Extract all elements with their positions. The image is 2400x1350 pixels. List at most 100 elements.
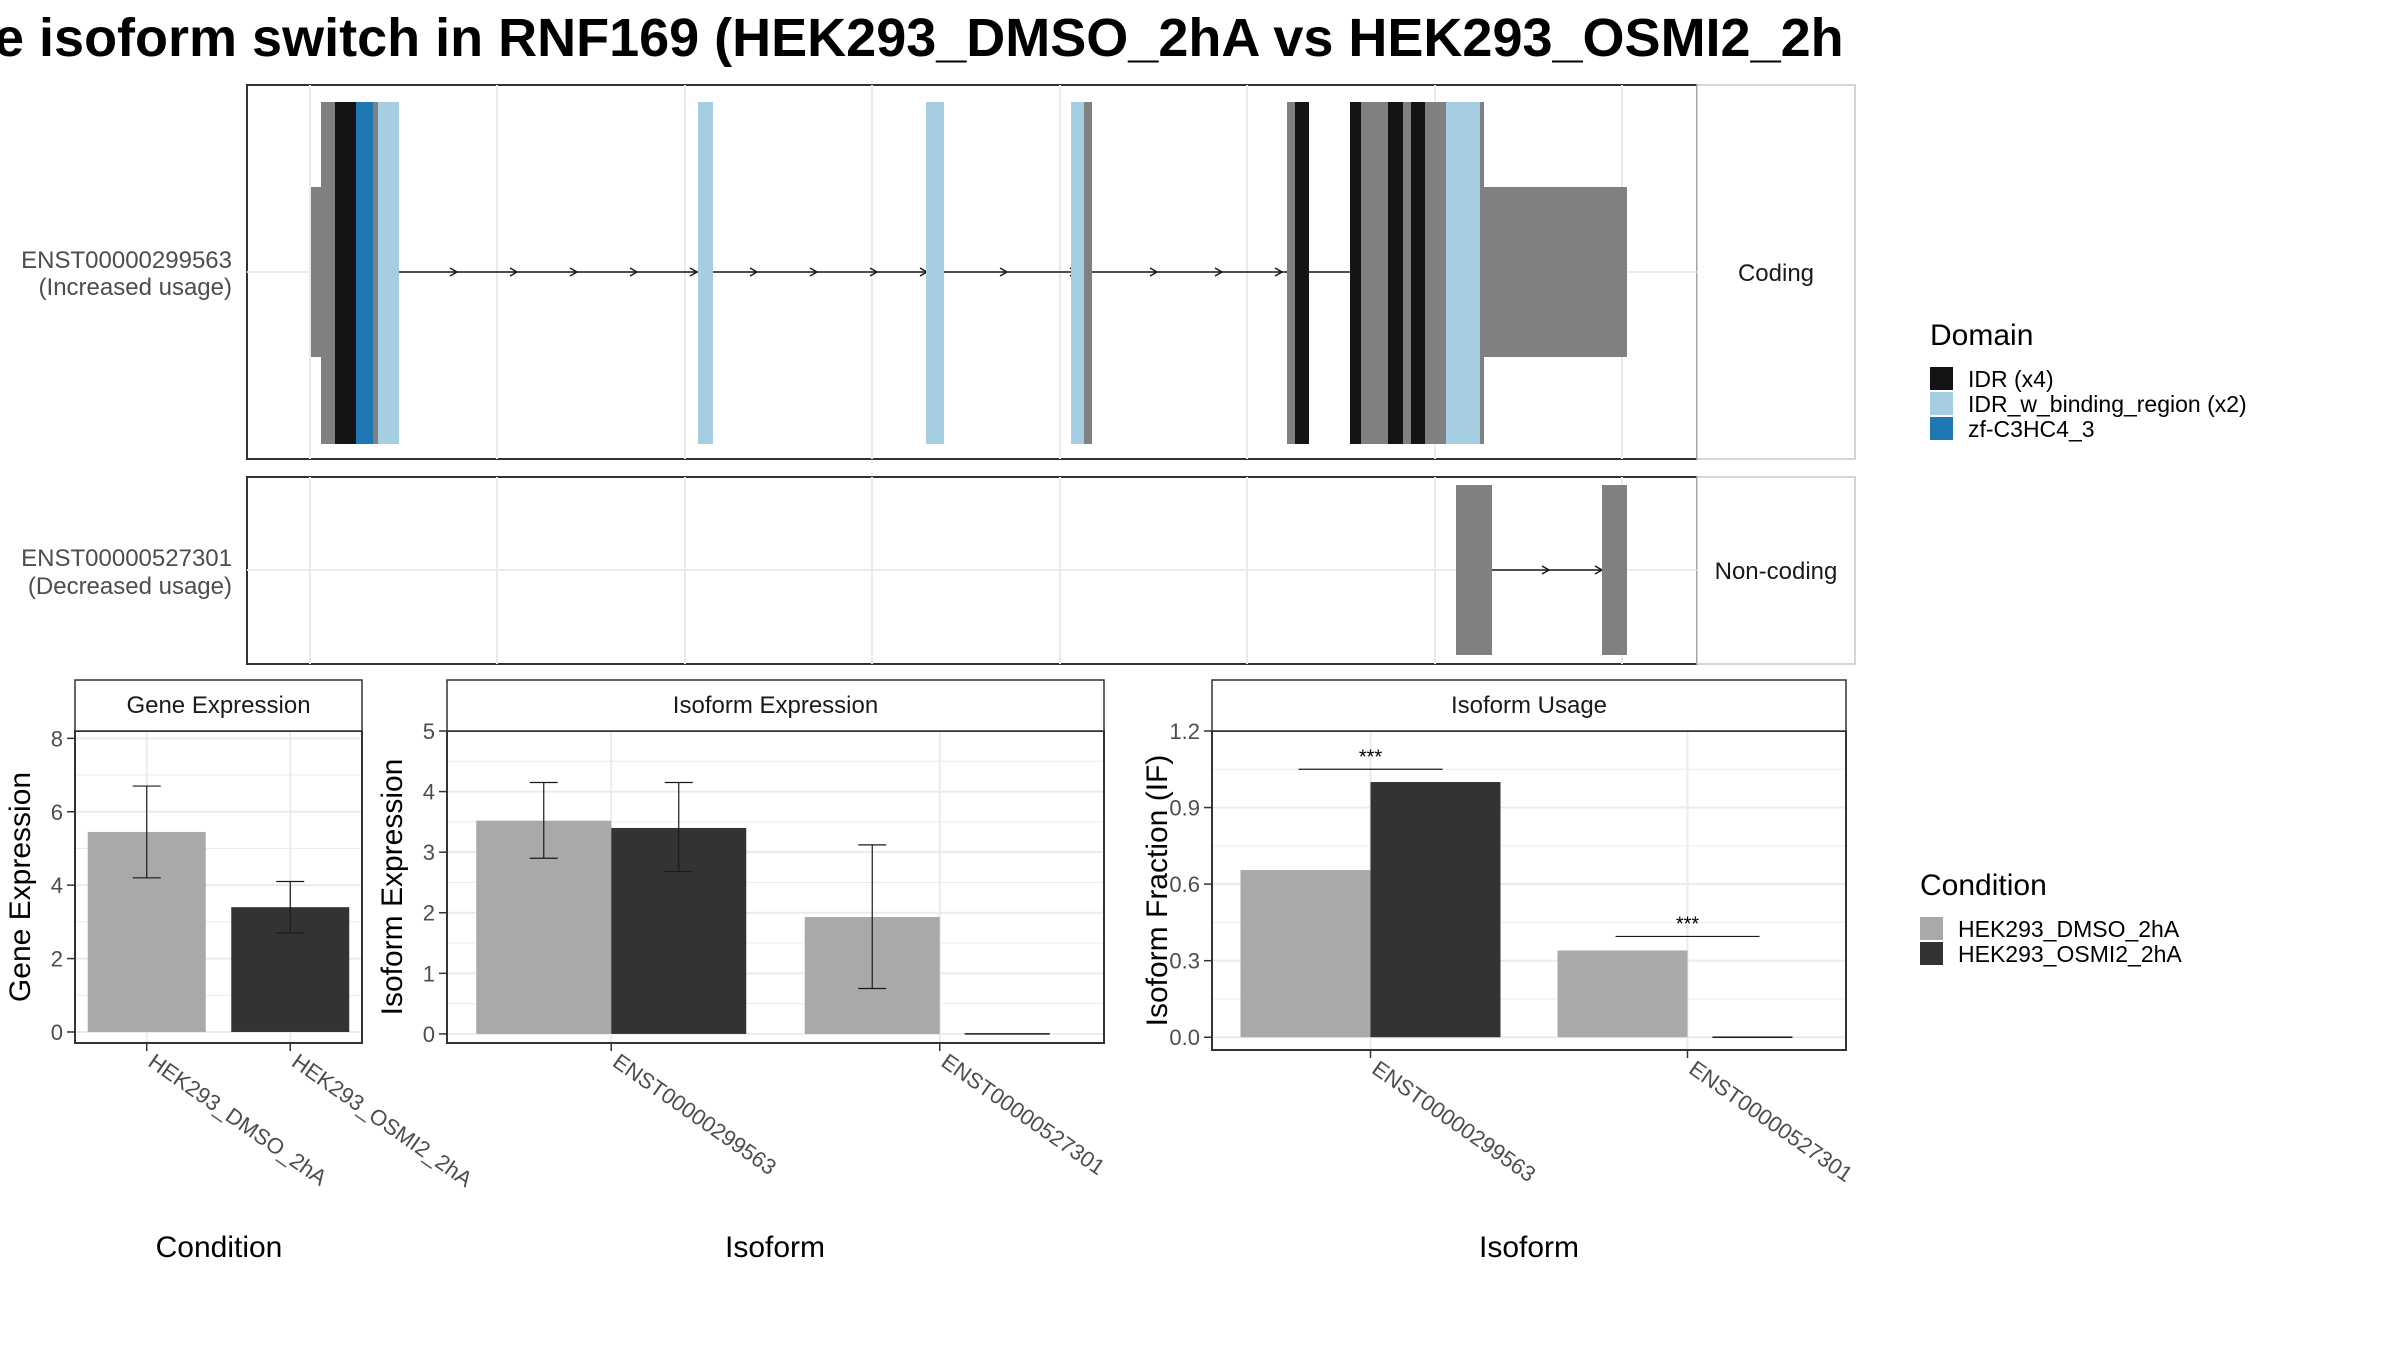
transcript-model-ENST00000299563 [311,102,1627,444]
exon-segment-2 [335,102,356,444]
y-tick-label: 5 [423,719,435,744]
x-axis-title: Isoform [725,1231,825,1264]
legend-label: zf-C3HC4_3 [1968,416,2095,442]
intron-arrow [629,267,639,277]
track-label-usage: (Decreased usage) [28,573,232,600]
error-bar-ENST00000299563-1 [664,781,693,873]
legend-title: Domain [1930,319,2033,352]
y-tick-label: 4 [51,873,63,898]
error-bar-ENST00000299563-0 [529,781,558,859]
legend-label: IDR_w_binding_region (x2) [1968,391,2247,417]
y-tick-label: 0.0 [1169,1025,1200,1050]
exon-segment-8 [1071,102,1084,444]
legend-key-idr [1930,367,1953,390]
intron-arrow [749,267,759,277]
exon-segment-1 [1602,485,1627,655]
y-axis: 0.0 0.3 0.6 0.9 1.2 [1169,719,1212,1050]
y-axis: 0 1 2 3 4 5 [423,719,447,1047]
legend-key-zf [1930,417,1953,440]
strip-label-noncoding: Non-coding [1715,558,1838,585]
intron-arrow [809,267,819,277]
error-bar-ENST00000527301-0 [858,844,887,990]
x-axis-title: Isoform [1479,1231,1579,1264]
panel-strip-title: Gene Expression [126,692,310,719]
exon-segment-14 [1388,102,1403,444]
y-tick-label: 4 [423,780,435,805]
y-tick-label: 0.9 [1169,796,1200,821]
strip-background [446,679,1105,732]
significance-annotations: *** *** [1298,746,1760,938]
y-tick-label: 1 [423,961,435,986]
y-tick-label: 6 [51,800,63,825]
isoform-structure-panel: Coding ENST00000299563 (Increased usage)… [21,84,1856,665]
exon-segment-19 [1480,102,1484,444]
exon-segment-3 [356,102,373,444]
y-tick-label: 0 [51,1020,63,1045]
error-bars [529,781,887,990]
intron-arrow [869,267,879,277]
strip-background [1696,84,1856,460]
legend-label: HEK293_DMSO_2hA [1958,916,2180,942]
intron-arrow [509,267,519,277]
domain-legend: Domain IDR (x4) IDR_w_binding_region (x2… [1930,319,2247,442]
exon-segment-16 [1411,102,1425,444]
strip-background [1211,679,1847,732]
strip-background [1696,476,1856,665]
panel-strip-title: Isoform Expression [673,692,878,719]
intron-arrow [999,267,1009,277]
legend-key-dmso [1920,917,1943,940]
error-bars [132,785,305,934]
bar-ENST00000299563-0 [1240,870,1371,1038]
intron-arrow [689,267,699,277]
exon-segment-11 [1295,102,1309,444]
x-axis-title: Condition [156,1231,283,1264]
exon-segment-6 [698,102,713,444]
structure-track-noncoding: Non-coding ENST00000527301 (Decreased us… [21,476,1856,665]
y-tick-label: 0 [423,1022,435,1047]
y-tick-label: 0.3 [1169,949,1200,974]
legend-key-osmi [1920,942,1943,965]
figure-title: e isoform switch in RNF169 (HEK293_DMSO_… [0,8,1844,68]
exon-segment-4 [373,102,378,444]
y-tick-label: 2 [423,901,435,926]
track-label-id: ENST00000527301 [21,545,232,572]
bar-ENST00000527301-0 [1557,950,1688,1038]
condition-legend: Condition HEK293_DMSO_2hA HEK293_OSMI2_2… [1920,869,2182,967]
exon-segment-0 [311,187,321,357]
panel-strip-title: Isoform Usage [1451,692,1607,719]
exon-segment-7 [926,102,944,444]
intron-arrow [1274,267,1284,277]
intron-arrow [569,267,579,277]
y-tick-label: 2 [51,947,63,972]
intron-arrow [1149,267,1159,277]
legend-title: Condition [1920,869,2047,902]
exon-segment-5 [378,102,399,444]
intron-arrow [1214,267,1224,277]
significance-label: *** [1359,746,1383,768]
y-axis-title: Isoform Fraction (IF) [1141,755,1174,1027]
legend-key-idr-binding [1930,392,1953,415]
y-axis-title: Isoform Expression [376,759,409,1016]
y-tick-label: 8 [51,726,63,751]
legend-label: HEK293_OSMI2_2hA [1958,941,2182,967]
y-tick-label: 1.2 [1169,719,1200,744]
exon-segment-18 [1446,102,1480,444]
legend-label: IDR (x4) [1968,366,2054,392]
bars [476,820,1050,1035]
error-bar-HEK293_DMSO_2hA [132,785,161,879]
track-label-usage: (Increased usage) [39,274,232,301]
strip-label-coding: Coding [1738,260,1814,287]
strip-background [74,679,363,732]
intron-arrow [449,267,459,277]
error-bar-HEK293_OSMI2_2hA [276,880,305,934]
structure-track-coding: Coding ENST00000299563 (Increased usage) [21,84,1856,460]
exon-segment-10 [1287,102,1295,444]
exon-segment-13 [1361,102,1388,444]
exon-segment-15 [1403,102,1411,444]
exon-segment-12 [1350,102,1361,444]
track-label-id: ENST00000299563 [21,247,232,274]
bars [1240,782,1793,1038]
y-axis-title: Gene Expression [4,772,37,1002]
y-tick-label: 0.6 [1169,872,1200,897]
